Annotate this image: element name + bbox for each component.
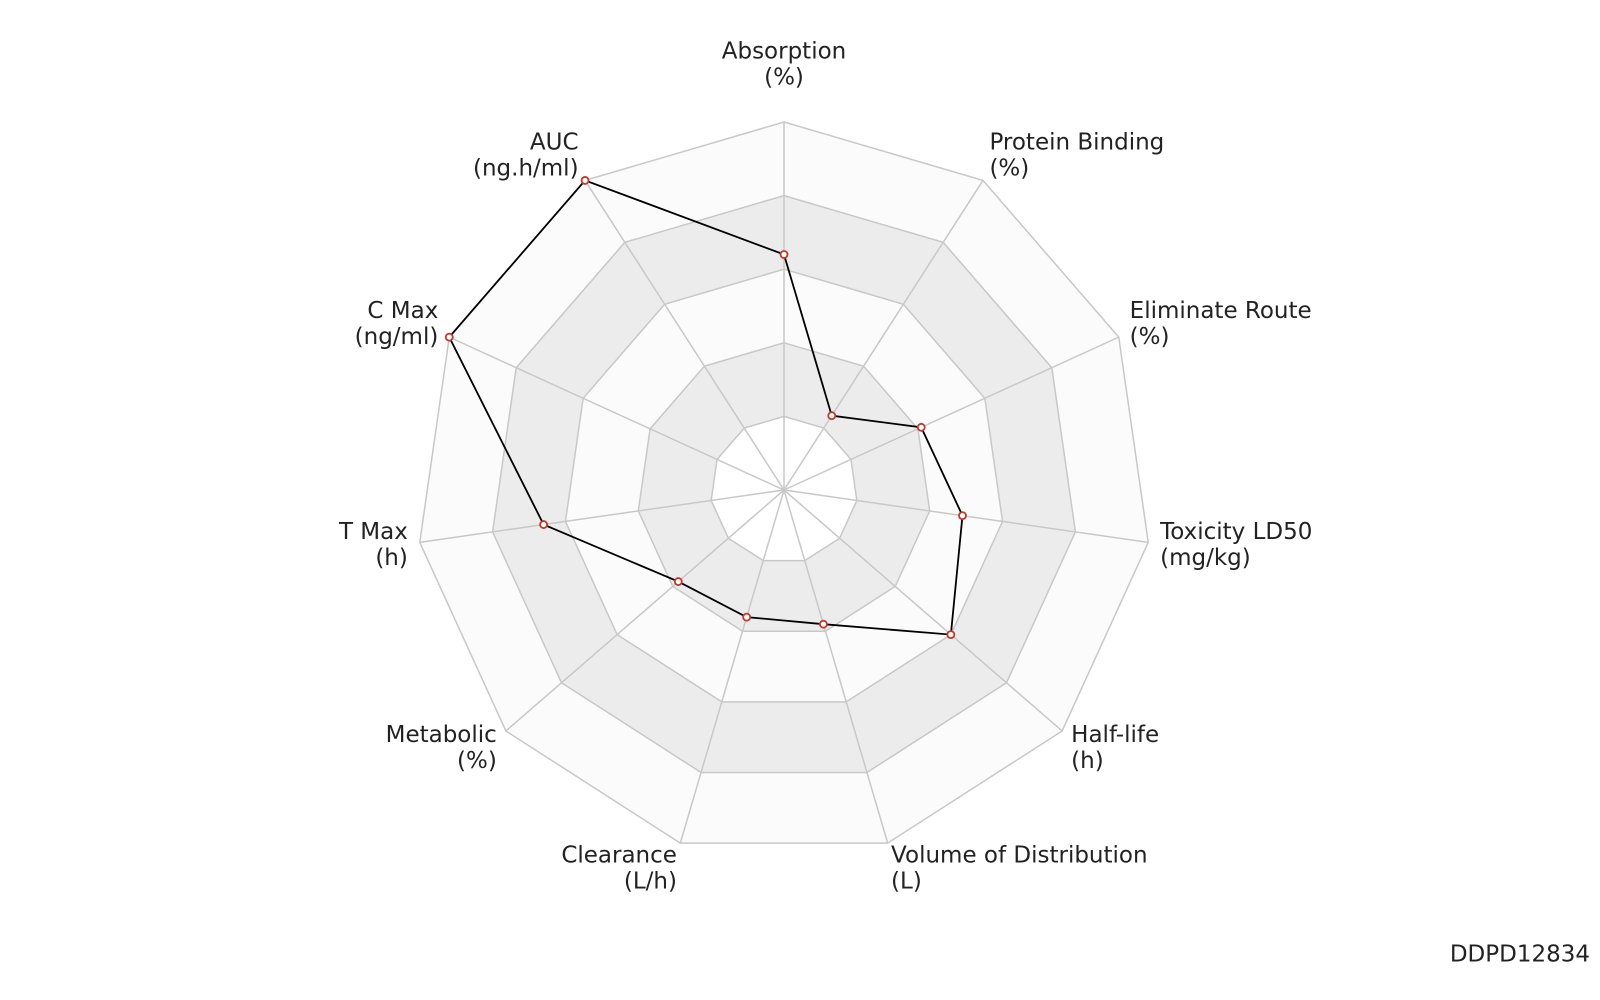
axis-label: Eliminate Route: [1130, 298, 1312, 324]
data-point: [742, 612, 752, 622]
axis-label: Half-life: [1071, 722, 1159, 748]
data-point: [818, 619, 828, 629]
data-point: [946, 630, 956, 639]
axis-unit: (ng.h/ml): [473, 155, 579, 181]
axis-label: Volume of Distribution: [891, 842, 1148, 868]
axis-spoke: [783, 180, 984, 491]
axis-spoke: [783, 336, 1120, 491]
axis-spoke: [448, 336, 785, 491]
axis-label: T Max: [338, 519, 408, 545]
axis-unit: (%): [457, 748, 497, 774]
data-point: [580, 176, 590, 185]
axis-spoke: [505, 489, 785, 732]
data-point: [779, 250, 789, 259]
data-point: [673, 577, 683, 586]
axis-unit: (mg/kg): [1160, 545, 1251, 571]
axis-unit: (ng/ml): [355, 324, 439, 350]
data-line: [448, 179, 964, 636]
data-point: [539, 520, 548, 529]
axis-label: AUC: [530, 129, 579, 155]
data-point: [827, 411, 837, 421]
axis-unit: (%): [1130, 324, 1170, 350]
axis-unit: (L): [891, 868, 922, 894]
axis-unit: (%): [989, 155, 1029, 181]
axis-label: Metabolic: [386, 722, 497, 748]
axis-label: Absorption: [722, 39, 847, 65]
axis-spoke: [419, 489, 785, 544]
axis-spoke: [584, 180, 785, 491]
data-point: [444, 332, 454, 342]
axis-label: Clearance: [561, 842, 677, 868]
data-point: [916, 422, 926, 432]
axis-spoke: [783, 489, 889, 844]
axis-spoke: [679, 489, 785, 844]
data-point: [958, 511, 967, 521]
axis-unit: (%): [764, 65, 804, 91]
axis-label: Toxicity LD50: [1159, 519, 1312, 545]
axis-unit: (L/h): [624, 868, 677, 894]
axis-unit: (h): [375, 545, 408, 571]
footer-id: DDPD12834: [1450, 942, 1590, 968]
axis-label: C Max: [367, 298, 438, 324]
axis-label: Protein Binding: [989, 129, 1164, 155]
axis-unit: (h): [1071, 748, 1104, 774]
axis-spoke: [783, 489, 1063, 732]
